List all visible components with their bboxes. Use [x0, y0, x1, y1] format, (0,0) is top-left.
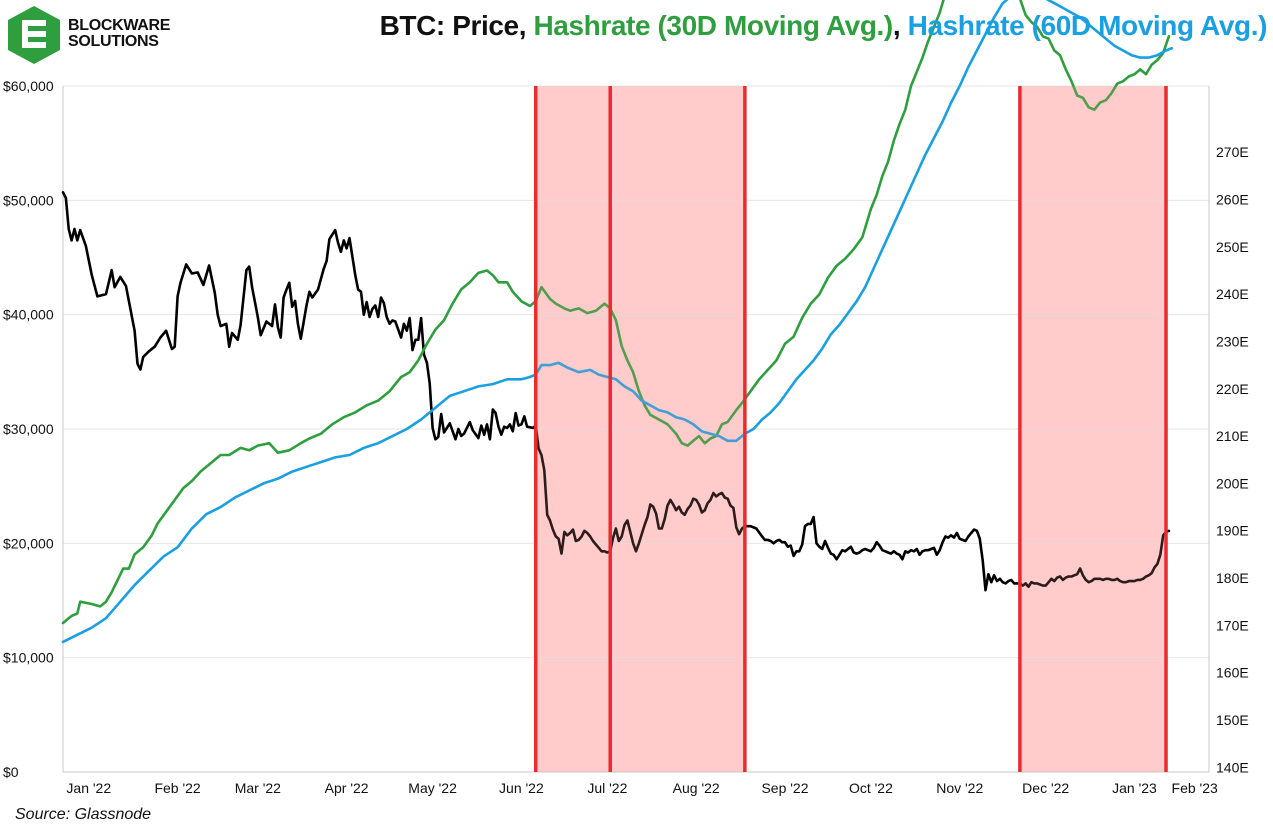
- y-right-tick-label: 210E: [1216, 428, 1249, 444]
- blockware-logo-icon: [8, 6, 60, 64]
- x-tick-label: May '22: [408, 780, 457, 796]
- x-tick-label: Jan '23: [1112, 780, 1157, 796]
- source-note: Source: Glassnode: [15, 806, 152, 823]
- logo-line-2: SOLUTIONS: [68, 33, 159, 50]
- x-tick-label: Aug '22: [673, 780, 720, 796]
- title-separator: ,: [518, 10, 534, 41]
- y-right-tick-label: 260E: [1216, 192, 1249, 208]
- blockware-logo: BLOCKWARE SOLUTIONS: [6, 4, 170, 68]
- y-left-tick-label: $0: [3, 764, 19, 780]
- title-hashrate-60d: Hashrate (60D Moving Avg.): [907, 10, 1268, 41]
- logo-text: BLOCKWARE SOLUTIONS: [68, 18, 170, 50]
- y-left-tick-label: $10,000: [3, 650, 54, 666]
- y-right-tick-label: 190E: [1216, 523, 1249, 539]
- y-left-tick-label: $40,000: [3, 307, 54, 323]
- x-tick-label: Feb '23: [1172, 780, 1218, 796]
- x-tick-label: Feb '22: [154, 780, 200, 796]
- x-tick-label: Nov '22: [936, 780, 983, 796]
- price-line: [61, 191, 1171, 592]
- y-left-tick-label: $20,000: [3, 535, 54, 551]
- y-right-tick-label: 150E: [1216, 712, 1249, 728]
- y-right-tick-label: 230E: [1216, 333, 1249, 349]
- x-tick-label: Apr '22: [325, 780, 369, 796]
- shaded-region-overlay: [535, 86, 611, 772]
- y-right-tick-label: 240E: [1216, 286, 1249, 302]
- hashrate-30d-line: [61, 0, 1171, 625]
- x-tick-label: Oct '22: [849, 780, 893, 796]
- y-right-tick-label: 200E: [1216, 475, 1249, 491]
- y-right-tick-label: 160E: [1216, 665, 1249, 681]
- hashrate-60d-line: [61, 0, 1174, 644]
- title-price: BTC: Price: [379, 10, 520, 41]
- y-right-tick-label: 270E: [1216, 144, 1249, 160]
- title-hashrate-30d: Hashrate (30D Moving Avg.): [533, 10, 893, 41]
- x-tick-label: Jan '22: [66, 780, 111, 796]
- logo-line-1: BLOCKWARE: [68, 17, 171, 34]
- y-right-tick-label: 250E: [1216, 239, 1249, 255]
- y-right-tick-label: 140E: [1216, 759, 1249, 775]
- x-tick-label: Sep '22: [761, 780, 808, 796]
- x-tick-label: Jun '22: [499, 780, 544, 796]
- y-right-tick-label: 180E: [1216, 570, 1249, 586]
- title-separator: ,: [892, 10, 908, 41]
- y-right-tick-label: 220E: [1216, 381, 1249, 397]
- y-right-tick-label: 170E: [1216, 617, 1249, 633]
- shaded-region-overlay: [1019, 86, 1167, 772]
- x-tick-label: Mar '22: [235, 780, 281, 796]
- shade-edges: [533, 86, 1168, 772]
- x-tick-label: Jul '22: [587, 780, 627, 796]
- axes: $0 $10,000 $20,000 $30,000 $40,000 $50,000 $60…: [3, 78, 1249, 796]
- y-left-tick-label: $50,000: [3, 192, 54, 208]
- y-left-tick-label: $60,000: [3, 78, 54, 94]
- chart-title: BTC: Price, Hashrate (30D Moving Avg.), …: [379, 10, 1268, 42]
- shaded-region-overlay: [610, 86, 745, 772]
- y-left-tick-label: $30,000: [3, 421, 54, 437]
- series-lines: [61, 0, 1174, 644]
- x-tick-label: Dec '22: [1022, 780, 1069, 796]
